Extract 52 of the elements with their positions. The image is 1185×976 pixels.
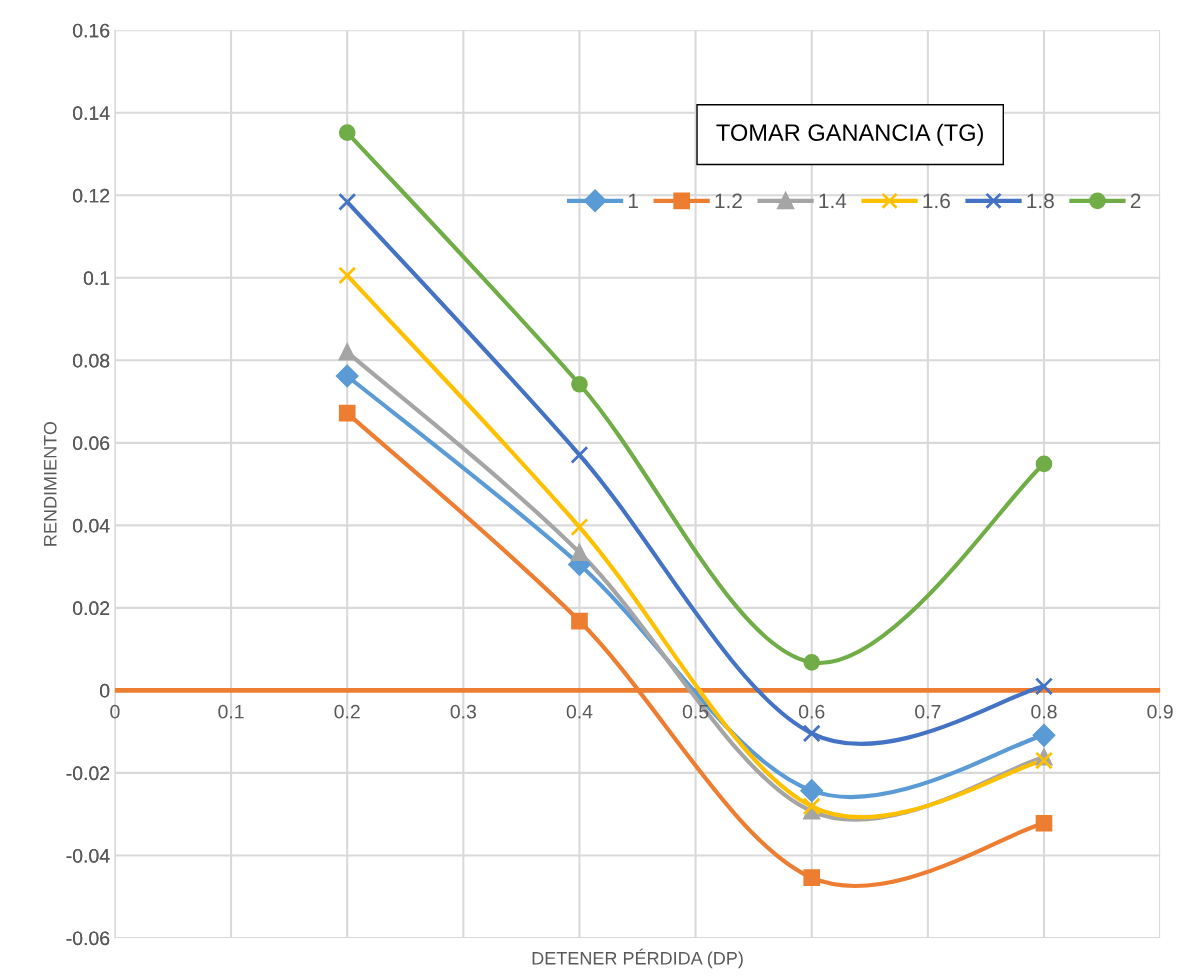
x-tick-label: 0.1	[218, 704, 244, 719]
point	[1035, 814, 1053, 832]
point	[338, 192, 357, 211]
y-tick-label: 0.06	[73, 436, 110, 451]
point	[1034, 677, 1054, 696]
y-tick-label: 0.14	[73, 106, 110, 121]
y-axis-title: RENDIMIENTO	[43, 421, 57, 546]
point	[571, 375, 588, 393]
point	[570, 445, 589, 464]
y-tick-label: 0.16	[73, 23, 110, 38]
y-tick-label: 0.1	[83, 271, 110, 286]
y-tick-label: 0.04	[73, 518, 110, 533]
point	[803, 869, 821, 887]
legend-label: 1.8	[1027, 193, 1054, 209]
legend-label: 1.6	[923, 193, 950, 209]
point	[1032, 724, 1056, 747]
legend-label: 1.4	[819, 193, 847, 209]
point	[571, 612, 588, 630]
point	[802, 797, 821, 816]
point	[802, 724, 821, 743]
point	[338, 343, 356, 361]
legend-label: 1.2	[715, 193, 742, 209]
x-tick-label: 0.5	[682, 704, 709, 719]
y-tick-label: 0	[100, 683, 110, 698]
point	[338, 124, 356, 141]
x-tick-label: 0	[110, 704, 120, 719]
x-axis-title: DETENER PÉRDIDA (DP)	[532, 948, 743, 969]
x-tick-label: 0.9	[1147, 704, 1173, 719]
x-tick-label: 0.6	[798, 704, 825, 719]
y-tick-label: 0.02	[73, 601, 110, 616]
y-tick-label: -0.04	[66, 848, 110, 863]
point	[335, 364, 359, 388]
x-tick-label: 0.2	[334, 704, 360, 719]
point	[803, 654, 821, 671]
legend-label: 2	[1130, 193, 1141, 209]
point	[571, 544, 588, 561]
point	[1035, 455, 1053, 473]
point	[338, 404, 356, 422]
text: TOMAR GANANCIA (TG)	[716, 123, 983, 146]
y-tick-label: 0.08	[73, 353, 110, 368]
y-tick-label: -0.02	[66, 766, 110, 781]
x-tick-label: 0.8	[1031, 704, 1057, 719]
x-tick-label: 0.4	[566, 704, 593, 719]
x-tick-label: 0.3	[450, 704, 476, 719]
point	[1034, 751, 1054, 770]
point	[800, 779, 823, 802]
x-tick-label: 0.7	[915, 704, 941, 719]
y-tick-label: -0.06	[66, 931, 110, 946]
y-tick-label: 0.12	[73, 188, 110, 203]
point	[570, 517, 589, 537]
legend-label: 1	[628, 193, 638, 209]
point	[338, 266, 357, 285]
